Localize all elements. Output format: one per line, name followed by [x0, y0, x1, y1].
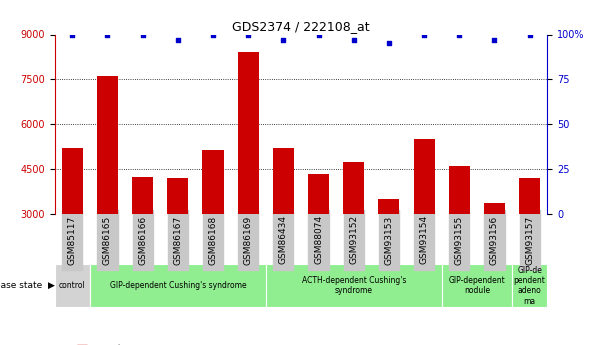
Point	[419, 32, 429, 37]
Point	[489, 37, 499, 43]
Point	[454, 32, 464, 37]
Title: GDS2374 / 222108_at: GDS2374 / 222108_at	[232, 20, 370, 33]
Point	[314, 32, 323, 37]
Bar	[519, 178, 540, 214]
FancyBboxPatch shape	[441, 264, 512, 307]
Point	[278, 37, 288, 43]
Bar	[202, 150, 224, 214]
Point	[173, 37, 182, 43]
Bar	[343, 161, 364, 214]
Bar	[273, 148, 294, 214]
Bar	[238, 52, 259, 214]
Point	[67, 32, 77, 37]
Bar	[484, 204, 505, 214]
Text: ACTH-dependent Cushing's
syndrome: ACTH-dependent Cushing's syndrome	[302, 276, 406, 295]
FancyBboxPatch shape	[266, 264, 441, 307]
Bar	[449, 166, 470, 214]
Point	[103, 32, 112, 37]
Bar	[167, 178, 188, 214]
Point	[138, 32, 148, 37]
FancyBboxPatch shape	[90, 264, 266, 307]
Text: GIP-dependent Cushing's syndrome: GIP-dependent Cushing's syndrome	[109, 281, 246, 290]
Bar	[132, 177, 153, 214]
Text: disease state  ▶: disease state ▶	[0, 281, 55, 290]
Text: GIP-dependent
nodule: GIP-dependent nodule	[449, 276, 505, 295]
Point	[243, 32, 253, 37]
Bar	[97, 76, 118, 214]
Legend: count, percentile rank within the sample: count, percentile rank within the sample	[77, 344, 260, 345]
FancyBboxPatch shape	[55, 264, 90, 307]
Bar	[378, 199, 399, 214]
Text: control: control	[59, 281, 86, 290]
Point	[349, 37, 359, 43]
Text: GIP-de
pendent
adeno
ma: GIP-de pendent adeno ma	[514, 266, 545, 306]
Bar	[308, 174, 329, 214]
Point	[384, 41, 394, 46]
Bar	[413, 139, 435, 214]
Point	[208, 32, 218, 37]
Point	[525, 32, 534, 37]
FancyBboxPatch shape	[512, 264, 547, 307]
Bar	[62, 148, 83, 214]
